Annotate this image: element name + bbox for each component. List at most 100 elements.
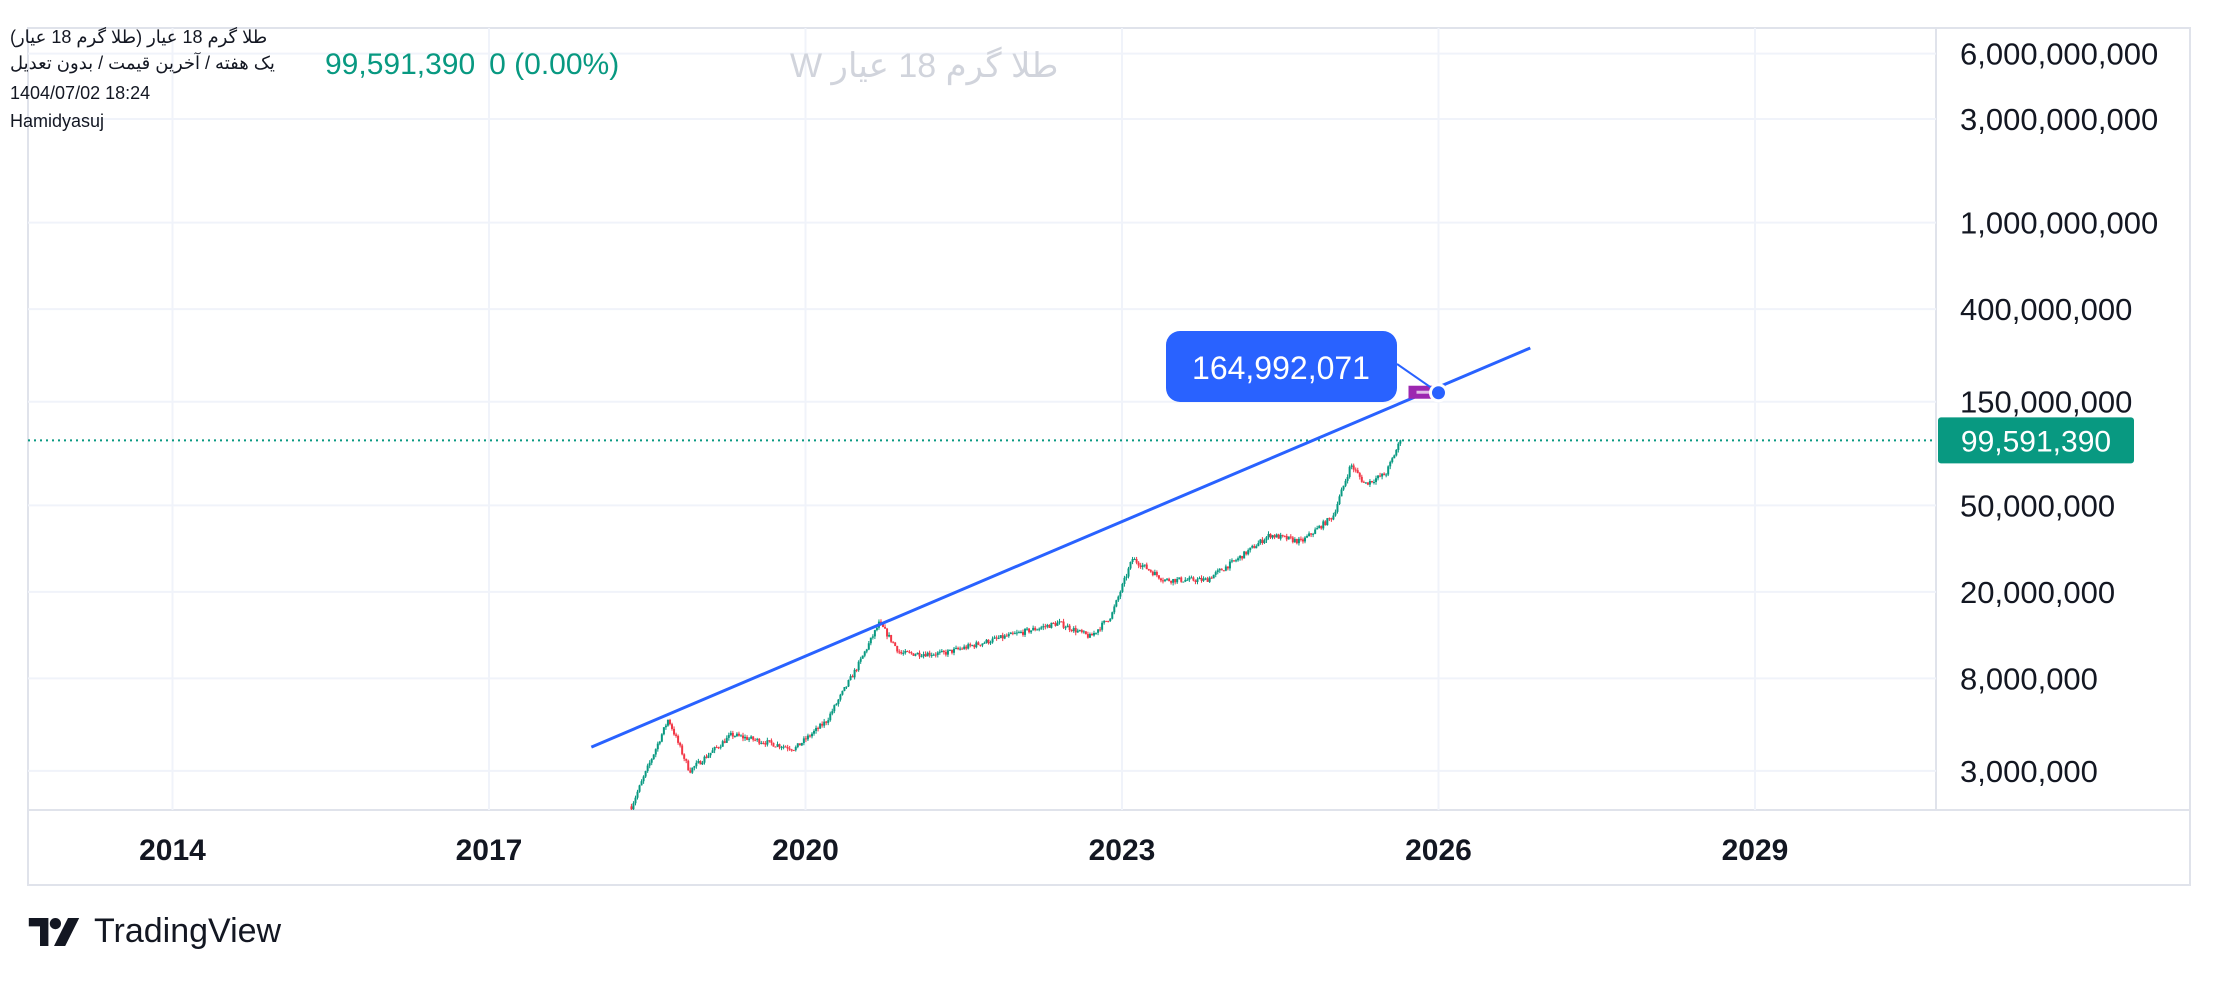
- candle: [658, 740, 661, 746]
- candle: [650, 758, 653, 766]
- candle-body: [1346, 476, 1349, 481]
- candle-body: [928, 652, 931, 656]
- callout-box[interactable]: [1166, 331, 1397, 402]
- candle-body: [918, 652, 921, 657]
- candle-body: [1387, 466, 1390, 475]
- candle-body: [1257, 543, 1260, 547]
- candle: [849, 674, 852, 681]
- candle: [756, 737, 759, 742]
- candle-body: [774, 746, 777, 748]
- candle: [932, 653, 935, 656]
- candle-body: [1362, 481, 1365, 483]
- candle-body: [677, 735, 680, 743]
- candle: [926, 651, 929, 657]
- candle: [737, 731, 740, 737]
- candle: [1397, 442, 1400, 453]
- candle: [1064, 625, 1067, 631]
- candle: [802, 736, 805, 746]
- candle: [758, 738, 761, 746]
- candle-body: [997, 637, 1000, 639]
- candle-body: [1320, 526, 1323, 529]
- candle: [908, 650, 911, 654]
- candle: [928, 650, 931, 658]
- candle: [1021, 629, 1024, 637]
- candle-body: [1141, 565, 1144, 568]
- candle: [640, 779, 643, 786]
- candle: [894, 641, 897, 647]
- candle: [705, 754, 708, 759]
- candle-body: [815, 727, 818, 731]
- price-axis-label: 400,000,000: [1960, 292, 2132, 327]
- trendline[interactable]: [590, 346, 1531, 749]
- candle: [1383, 472, 1386, 476]
- candle: [1145, 562, 1148, 570]
- candle-body: [1237, 558, 1240, 561]
- candle: [944, 649, 947, 657]
- candle: [1082, 630, 1085, 634]
- candle-body: [1030, 630, 1033, 633]
- candle-body: [810, 733, 813, 737]
- candle-body: [733, 736, 736, 738]
- candle: [1141, 562, 1144, 570]
- candle: [810, 732, 813, 739]
- candle: [660, 733, 663, 743]
- candle-body: [729, 732, 732, 736]
- candle-body: [737, 733, 740, 736]
- candle-body: [839, 694, 842, 700]
- candle: [1297, 536, 1300, 546]
- candle: [642, 775, 645, 784]
- candle-body: [1308, 533, 1311, 537]
- candle: [902, 650, 905, 656]
- candle-body: [961, 648, 964, 650]
- candle: [819, 722, 822, 729]
- candle: [1078, 629, 1081, 632]
- candle: [707, 752, 710, 759]
- candle-body: [1265, 537, 1268, 541]
- candle: [1157, 575, 1160, 580]
- candle-body: [699, 760, 702, 765]
- candle: [890, 634, 893, 644]
- candle: [914, 653, 917, 657]
- candle-body: [800, 743, 803, 746]
- candle-body: [1026, 628, 1029, 630]
- candle: [1103, 620, 1106, 625]
- candle: [1299, 536, 1302, 542]
- candle: [1093, 630, 1096, 637]
- candle: [1101, 620, 1104, 632]
- candle-body: [752, 736, 755, 740]
- candle-body: [1368, 481, 1371, 485]
- candle-body: [772, 742, 775, 747]
- candle-body: [1283, 535, 1286, 537]
- candle: [1220, 568, 1223, 571]
- candle: [750, 735, 753, 740]
- candle-body: [1239, 555, 1242, 559]
- candle: [735, 732, 738, 738]
- candle: [772, 742, 775, 747]
- candle-body: [819, 723, 822, 729]
- candle: [900, 650, 903, 655]
- candle-body: [1271, 535, 1274, 538]
- candle-body: [788, 748, 791, 750]
- candle-body: [1084, 631, 1087, 635]
- candle: [1328, 517, 1331, 522]
- candle: [1030, 630, 1033, 634]
- candle-body: [1123, 577, 1126, 584]
- candle-body: [660, 734, 663, 742]
- tradingview-logo[interactable]: TradingView: [28, 912, 281, 951]
- candle: [817, 726, 820, 732]
- candle-body: [817, 727, 820, 729]
- candle: [1172, 578, 1175, 586]
- candle-body: [1393, 455, 1396, 459]
- candle-body: [1344, 480, 1347, 486]
- candle: [924, 651, 927, 657]
- candle: [993, 635, 996, 639]
- candle-body: [1370, 481, 1373, 483]
- candle: [1192, 576, 1195, 582]
- candle-body: [900, 651, 903, 654]
- candle-body: [884, 626, 887, 629]
- candle-body: [1086, 634, 1089, 638]
- candle: [764, 741, 767, 747]
- candle-body: [654, 749, 657, 755]
- candle: [1005, 633, 1008, 637]
